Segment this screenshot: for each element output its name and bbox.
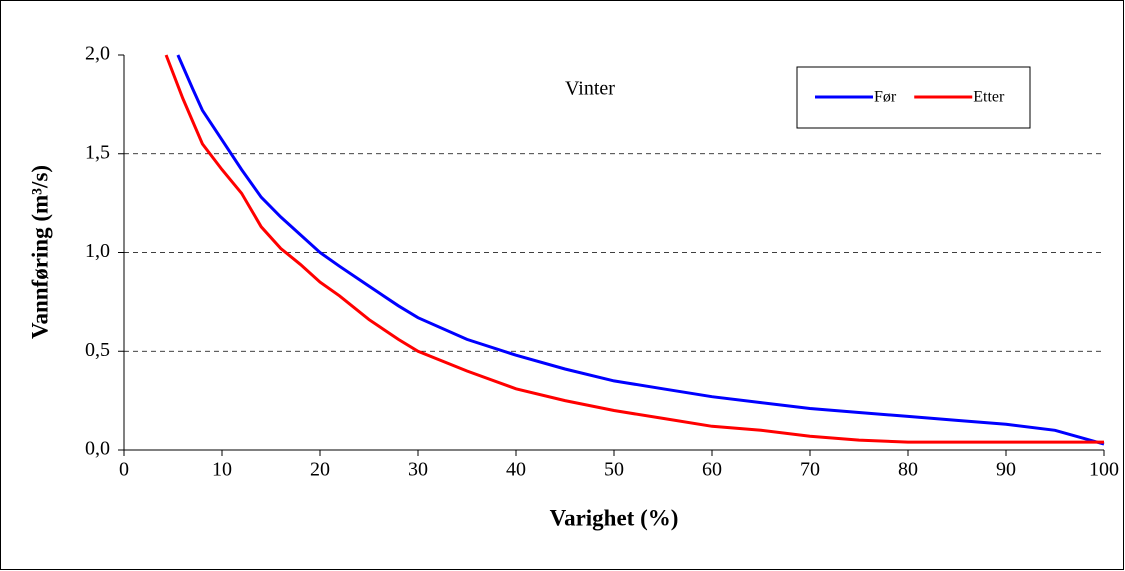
y-tick-label: 2,0: [85, 43, 110, 65]
y-tick-label: 1,0: [85, 240, 110, 262]
x-tick-label: 90: [996, 459, 1016, 481]
x-tick-label: 10: [212, 459, 232, 481]
legend-label: Etter: [973, 89, 1005, 106]
x-tick-label: 50: [604, 459, 624, 481]
x-axis-title: Varighet (%): [550, 505, 679, 530]
x-tick-label: 70: [800, 459, 820, 481]
legend-label: Før: [874, 89, 897, 106]
x-tick-label: 40: [506, 459, 526, 481]
x-tick-label: 60: [702, 459, 722, 481]
x-tick-label: 30: [408, 459, 428, 481]
x-tick-label: 100: [1089, 459, 1119, 481]
y-tick-label: 0,0: [85, 438, 110, 460]
y-axis-title: Vannføring (m³/s): [27, 165, 52, 339]
annotation: Vinter: [565, 78, 615, 100]
x-tick-label: 80: [898, 459, 918, 481]
x-tick-label: 20: [310, 459, 330, 481]
data-line: [164, 54, 1104, 444]
x-tick-label: 0: [119, 459, 129, 481]
y-tick-label: 1,5: [85, 141, 110, 163]
y-tick-label: 0,5: [85, 339, 110, 361]
data-line: [176, 54, 1105, 446]
